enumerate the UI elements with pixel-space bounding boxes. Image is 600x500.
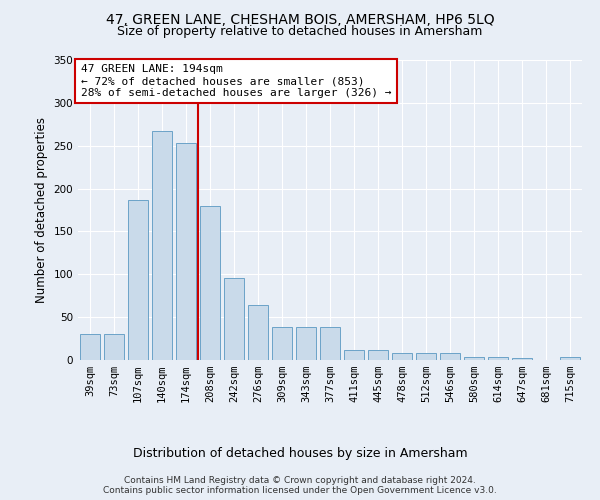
Text: Contains HM Land Registry data © Crown copyright and database right 2024.
Contai: Contains HM Land Registry data © Crown c… [103,476,497,496]
Bar [512,358,532,360]
Text: 47 GREEN LANE: 194sqm
← 72% of detached houses are smaller (853)
28% of semi-det: 47 GREEN LANE: 194sqm ← 72% of detached … [80,64,391,98]
Bar [368,350,388,360]
Bar [200,206,220,360]
Bar [128,200,148,360]
Bar [464,356,484,360]
Bar [320,328,340,360]
Text: Size of property relative to detached houses in Amersham: Size of property relative to detached ho… [118,25,482,38]
Bar [416,353,436,360]
Bar [104,334,124,360]
Bar [272,328,292,360]
Bar [344,350,364,360]
Bar [296,328,316,360]
Bar [152,131,172,360]
Bar [488,358,508,360]
Bar [440,353,460,360]
Bar [80,334,100,360]
Bar [392,353,412,360]
Text: 47, GREEN LANE, CHESHAM BOIS, AMERSHAM, HP6 5LQ: 47, GREEN LANE, CHESHAM BOIS, AMERSHAM, … [106,12,494,26]
Bar [176,143,196,360]
Bar [248,305,268,360]
Bar [224,278,244,360]
Bar [560,358,580,360]
Text: Distribution of detached houses by size in Amersham: Distribution of detached houses by size … [133,448,467,460]
Y-axis label: Number of detached properties: Number of detached properties [35,117,48,303]
